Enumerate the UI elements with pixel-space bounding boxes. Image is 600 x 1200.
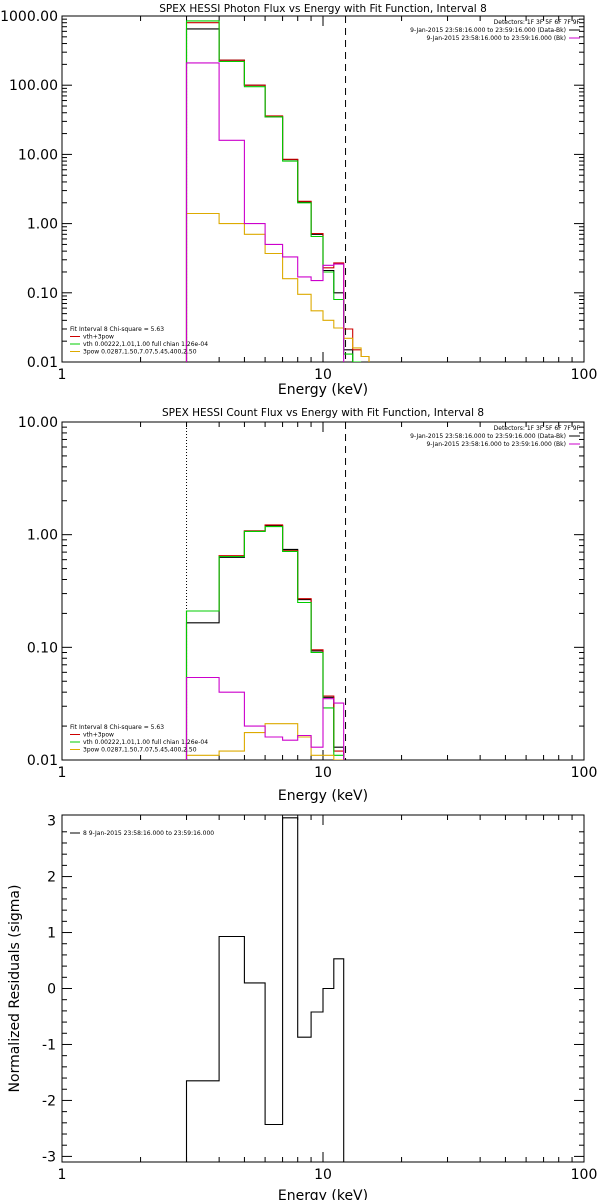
series-line-4 [185, 723, 344, 760]
legend-right-text: 9-Jan-2015 23:58:16.000 to 23:59:16.000 … [410, 27, 566, 34]
series-line-3 [185, 20, 362, 362]
x-tick-label: 10 [314, 367, 332, 383]
x-tick-label: 1 [58, 367, 67, 383]
legend-right-text: 9-Jan-2015 23:58:16.000 to 23:59:16.000 … [426, 35, 566, 42]
y-tick-label: 0.01 [27, 753, 58, 769]
y-tick-label: 1000.00 [0, 9, 58, 25]
panel-2: SPEX HESSI Count Flux vs Energy with Fit… [18, 407, 597, 804]
y-tick-label: -3 [42, 1149, 56, 1165]
y-axis: 0.01 0.10 1.00 10.00 [18, 415, 584, 769]
y-axis: 0.01 0.10 1.00 10.00 100.00 1000.00 [0, 9, 584, 371]
x-tick-label: 100 [571, 765, 598, 781]
series-line-3 [185, 526, 345, 760]
y-tick-label: 0 [47, 982, 56, 998]
panel-1: SPEX HESSI Photon Flux vs Energy with Fi… [0, 3, 597, 398]
y-tick-label: -1 [42, 1037, 56, 1053]
legend-left-text: vth+3pow [83, 732, 114, 739]
panel-3: 1 10 100 Energy (keV) -3 -2 -1 0 1 2 3 Normalized R… [7, 814, 597, 1200]
x-tick-label: 100 [571, 1167, 598, 1183]
y-tick-label: 2 [47, 870, 56, 886]
series-line-1 [185, 525, 345, 760]
legend-left-text: 3pow 0.0287,1.50,7.07,5.45,400,2.50 [83, 747, 197, 754]
legend-right-text: Detectors: 1F 3F 5F 6F 7F 9F [494, 425, 581, 432]
series-line-5 [185, 676, 345, 760]
series-group [185, 817, 345, 1162]
y-tick-label: 1.00 [27, 217, 58, 233]
y-tick-label: 10.00 [18, 415, 58, 431]
legend-left-text: vth 0.00222,1.01,1.00 full chian 1.26e-0… [83, 341, 208, 348]
x-axis: 1 10 100 Energy (keV) [58, 815, 598, 1200]
series-line-1 [185, 28, 362, 362]
x-axis-label: Energy (keV) [278, 382, 368, 398]
legend-left-text: 8 9-Jan-2015 23:58:16.000 to 23:59:16.00… [83, 830, 214, 837]
x-tick-label: 1 [58, 765, 67, 781]
y-tick-label: 1 [47, 926, 56, 942]
y-tick-label: 1.00 [27, 528, 58, 544]
x-tick-label: 1 [58, 1167, 67, 1183]
legend-left-text: vth 0.00222,1.01,1.00 full chian 1.26e-0… [83, 739, 208, 746]
chart-title: SPEX HESSI Photon Flux vs Energy with Fi… [159, 3, 487, 15]
chart-title: SPEX HESSI Count Flux vs Energy with Fit… [162, 407, 484, 419]
y-tick-label: 3 [47, 814, 56, 830]
series-line-5 [185, 62, 345, 362]
x-tick-label: 100 [571, 367, 598, 383]
legend-left-text: vth+3pow [83, 334, 114, 341]
y-tick-label: -2 [42, 1093, 56, 1109]
legend-right-text: 9-Jan-2015 23:58:16.000 to 23:59:16.000 … [426, 441, 566, 448]
legend-right-text: Detectors: 1F 3F 5F 6F 7F 9F [494, 19, 581, 26]
series-group [185, 524, 345, 760]
x-axis-label: Energy (keV) [278, 1188, 368, 1200]
series-group [185, 20, 370, 362]
x-tick-label: 10 [314, 1167, 332, 1183]
y-axis: -3 -2 -1 0 1 2 3 Normalized Residuals (sigma) [7, 814, 584, 1165]
y-tick-label: 10.00 [18, 147, 58, 163]
legend-right-text: 9-Jan-2015 23:58:16.000 to 23:59:16.000 … [410, 433, 566, 440]
legend-left-text: Fit Interval 8 Chi-square = 5.63 [70, 724, 164, 731]
y-tick-label: 0.01 [27, 355, 58, 371]
series-line-2 [185, 524, 345, 760]
legend-left-text: Fit Interval 8 Chi-square = 5.63 [70, 326, 164, 333]
plot-frame [61, 15, 585, 363]
y-tick-label: 0.10 [27, 286, 58, 302]
x-axis-label: Energy (keV) [278, 788, 368, 804]
y-tick-label: 0.10 [27, 640, 58, 656]
y-tick-label: 100.00 [9, 78, 58, 94]
legend-left-text: 3pow 0.0287,1.50,7.07,5.45,400,2.50 [83, 349, 197, 356]
series-line-4 [185, 212, 370, 362]
x-axis: 1 10 100 Energy (keV) [58, 16, 598, 398]
series-line-2 [185, 22, 370, 362]
y-axis-label: Normalized Residuals (sigma) [7, 885, 23, 1093]
series-line-1 [185, 817, 345, 1162]
x-tick-label: 10 [314, 765, 332, 781]
